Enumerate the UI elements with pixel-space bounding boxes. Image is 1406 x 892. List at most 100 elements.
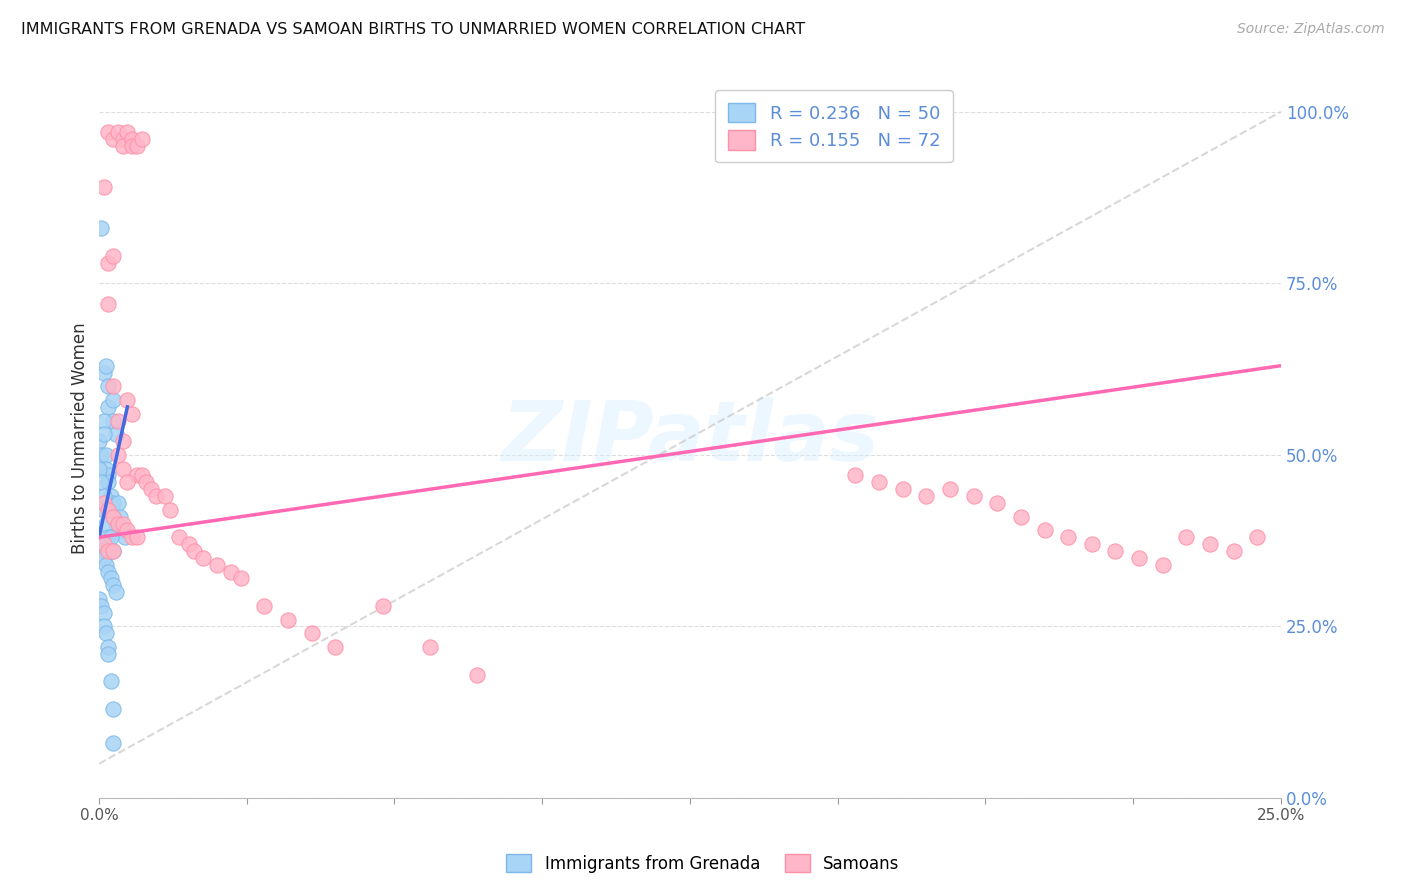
Point [90,599,112,613]
Point [191,550,214,565]
Point [135,475,157,490]
Point [131,132,153,146]
Point [101,509,124,524]
Point [101,414,124,428]
Point [371,599,394,613]
Point [101,496,124,510]
Point [183,544,205,558]
Point [97,530,120,544]
Point [107,125,129,139]
Point [1057,530,1080,544]
Point [97,640,120,654]
Point [111,524,134,538]
Point [97,565,120,579]
Point [87,434,110,449]
Point [101,578,124,592]
Point [90,475,112,490]
Legend: Immigrants from Grenada, Samoans: Immigrants from Grenada, Samoans [499,847,907,880]
Point [159,503,181,517]
Point [87,537,110,551]
Text: IMMIGRANTS FROM GRENADA VS SAMOAN BIRTHS TO UNMARRIED WOMEN CORRELATION CHART: IMMIGRANTS FROM GRENADA VS SAMOAN BIRTHS… [21,22,806,37]
Point [93,619,115,633]
Point [97,475,120,490]
Point [107,448,129,462]
Point [121,132,143,146]
Point [111,461,134,475]
Point [145,489,167,503]
Point [94,558,117,572]
Point [1199,537,1222,551]
Point [104,585,127,599]
Point [93,180,115,194]
Point [104,516,127,531]
Point [94,359,117,373]
Point [1246,530,1268,544]
Point [1152,558,1174,572]
Point [101,509,124,524]
Point [153,489,176,503]
Point [107,516,129,531]
Point [97,125,120,139]
Point [125,468,148,483]
Point [253,599,276,613]
Point [107,496,129,510]
Point [87,461,110,475]
Point [131,468,153,483]
Point [125,139,148,153]
Point [90,544,112,558]
Point [221,565,243,579]
Point [169,530,191,544]
Point [205,558,228,572]
Point [301,626,323,640]
Point [325,640,347,654]
Point [1104,544,1126,558]
Point [93,537,115,551]
Point [121,139,143,153]
Point [986,496,1008,510]
Point [277,613,299,627]
Point [121,407,143,421]
Point [93,489,115,503]
Point [94,448,117,462]
Y-axis label: Births to Unmarried Women: Births to Unmarried Women [72,322,89,554]
Point [94,626,117,640]
Point [93,503,115,517]
Point [117,475,139,490]
Point [465,667,488,681]
Point [100,674,122,689]
Point [101,132,124,146]
Point [891,482,914,496]
Point [1175,530,1198,544]
Point [104,427,127,442]
Point [101,544,124,558]
Point [101,392,124,407]
Point [939,482,962,496]
Point [87,592,110,607]
Point [101,702,124,716]
Point [100,530,122,544]
Point [93,550,115,565]
Point [117,392,139,407]
Point [93,366,115,380]
Point [419,640,441,654]
Point [117,524,139,538]
Text: ZIPatlas: ZIPatlas [501,397,879,478]
Point [1081,537,1104,551]
Point [97,400,120,414]
Point [915,489,938,503]
Point [1128,550,1150,565]
Legend: R = 0.236   N = 50, R = 0.155   N = 72: R = 0.236 N = 50, R = 0.155 N = 72 [716,90,953,162]
Point [97,256,120,270]
Point [117,125,139,139]
Point [94,516,117,531]
Point [177,537,200,551]
Point [97,379,120,393]
Point [111,516,134,531]
Point [101,544,124,558]
Point [93,606,115,620]
Point [111,132,134,146]
Point [93,496,115,510]
Point [97,297,120,311]
Point [93,414,115,428]
Point [101,736,124,750]
